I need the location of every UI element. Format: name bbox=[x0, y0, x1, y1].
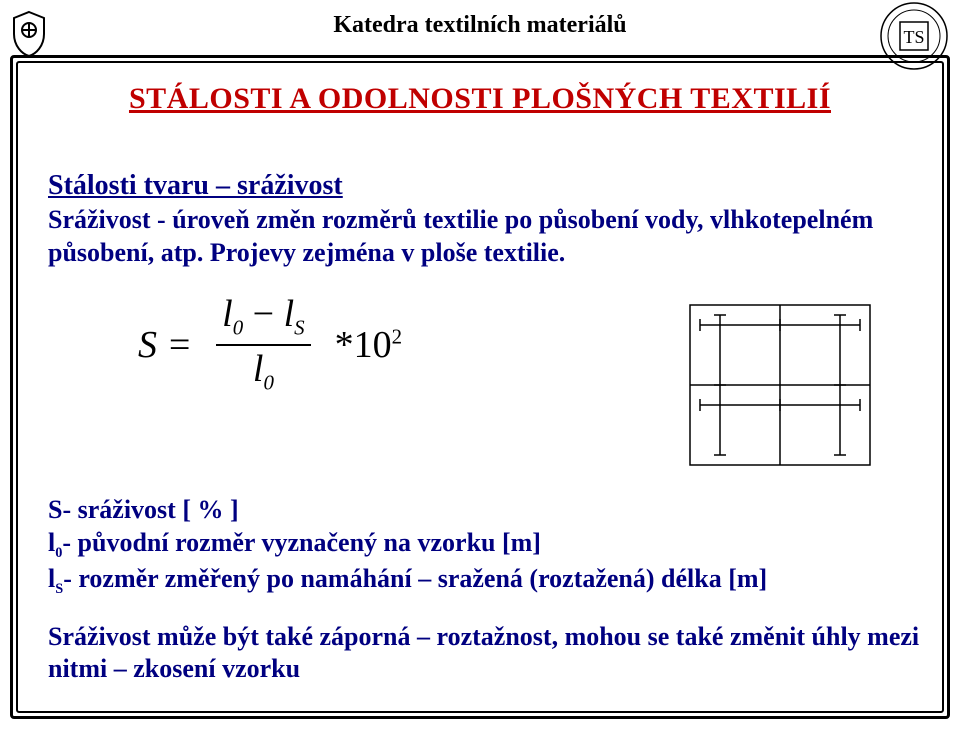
slide-root: TS Katedra textilních materiálů STÁLOSTI… bbox=[0, 0, 960, 731]
formula-exp: 2 bbox=[392, 324, 402, 348]
legend-line2: l0- původní rozměr vyznačený na vzorku [… bbox=[48, 527, 920, 563]
department-title: Katedra textilních materiálů bbox=[0, 12, 960, 39]
den-l0: l bbox=[253, 348, 264, 390]
legend-line1: S- sráživost [ % ] bbox=[48, 494, 920, 527]
formula-star: * bbox=[335, 324, 354, 366]
sample-diagram bbox=[680, 295, 880, 480]
formula-block: S = l0 − lS l0 *102 bbox=[48, 295, 920, 480]
num-minus: − bbox=[253, 293, 274, 335]
body-region: Stálosti tvaru – sráživost Sráživost - ú… bbox=[48, 170, 920, 701]
last-paragraph: Sráživost může být také záporná – roztaž… bbox=[48, 621, 920, 686]
legend-line3: lS- rozměr změřený po namáhání – sražená… bbox=[48, 563, 920, 599]
legend: S- sráživost [ % ] l0- původní rozměr vy… bbox=[48, 494, 920, 599]
num-l0-sub: 0 bbox=[233, 316, 243, 340]
page-title: STÁLOSTI A ODOLNOSTI PLOŠNÝCH TEXTILIÍ bbox=[0, 82, 960, 116]
formula-fraction: l0 − lS l0 bbox=[216, 295, 310, 394]
num-ls: l bbox=[284, 293, 295, 335]
formula: S = l0 − lS l0 *102 bbox=[138, 295, 402, 394]
num-ls-sub: S bbox=[294, 316, 304, 340]
intro-text: Sráživost - úroveň změn rozměrů textilie… bbox=[48, 204, 920, 269]
subheading: Stálosti tvaru – sráživost bbox=[48, 170, 920, 202]
num-l0: l bbox=[222, 293, 233, 335]
den-l0-sub: 0 bbox=[263, 370, 273, 394]
formula-lhs: S = bbox=[138, 323, 192, 367]
formula-base: 10 bbox=[354, 324, 392, 366]
